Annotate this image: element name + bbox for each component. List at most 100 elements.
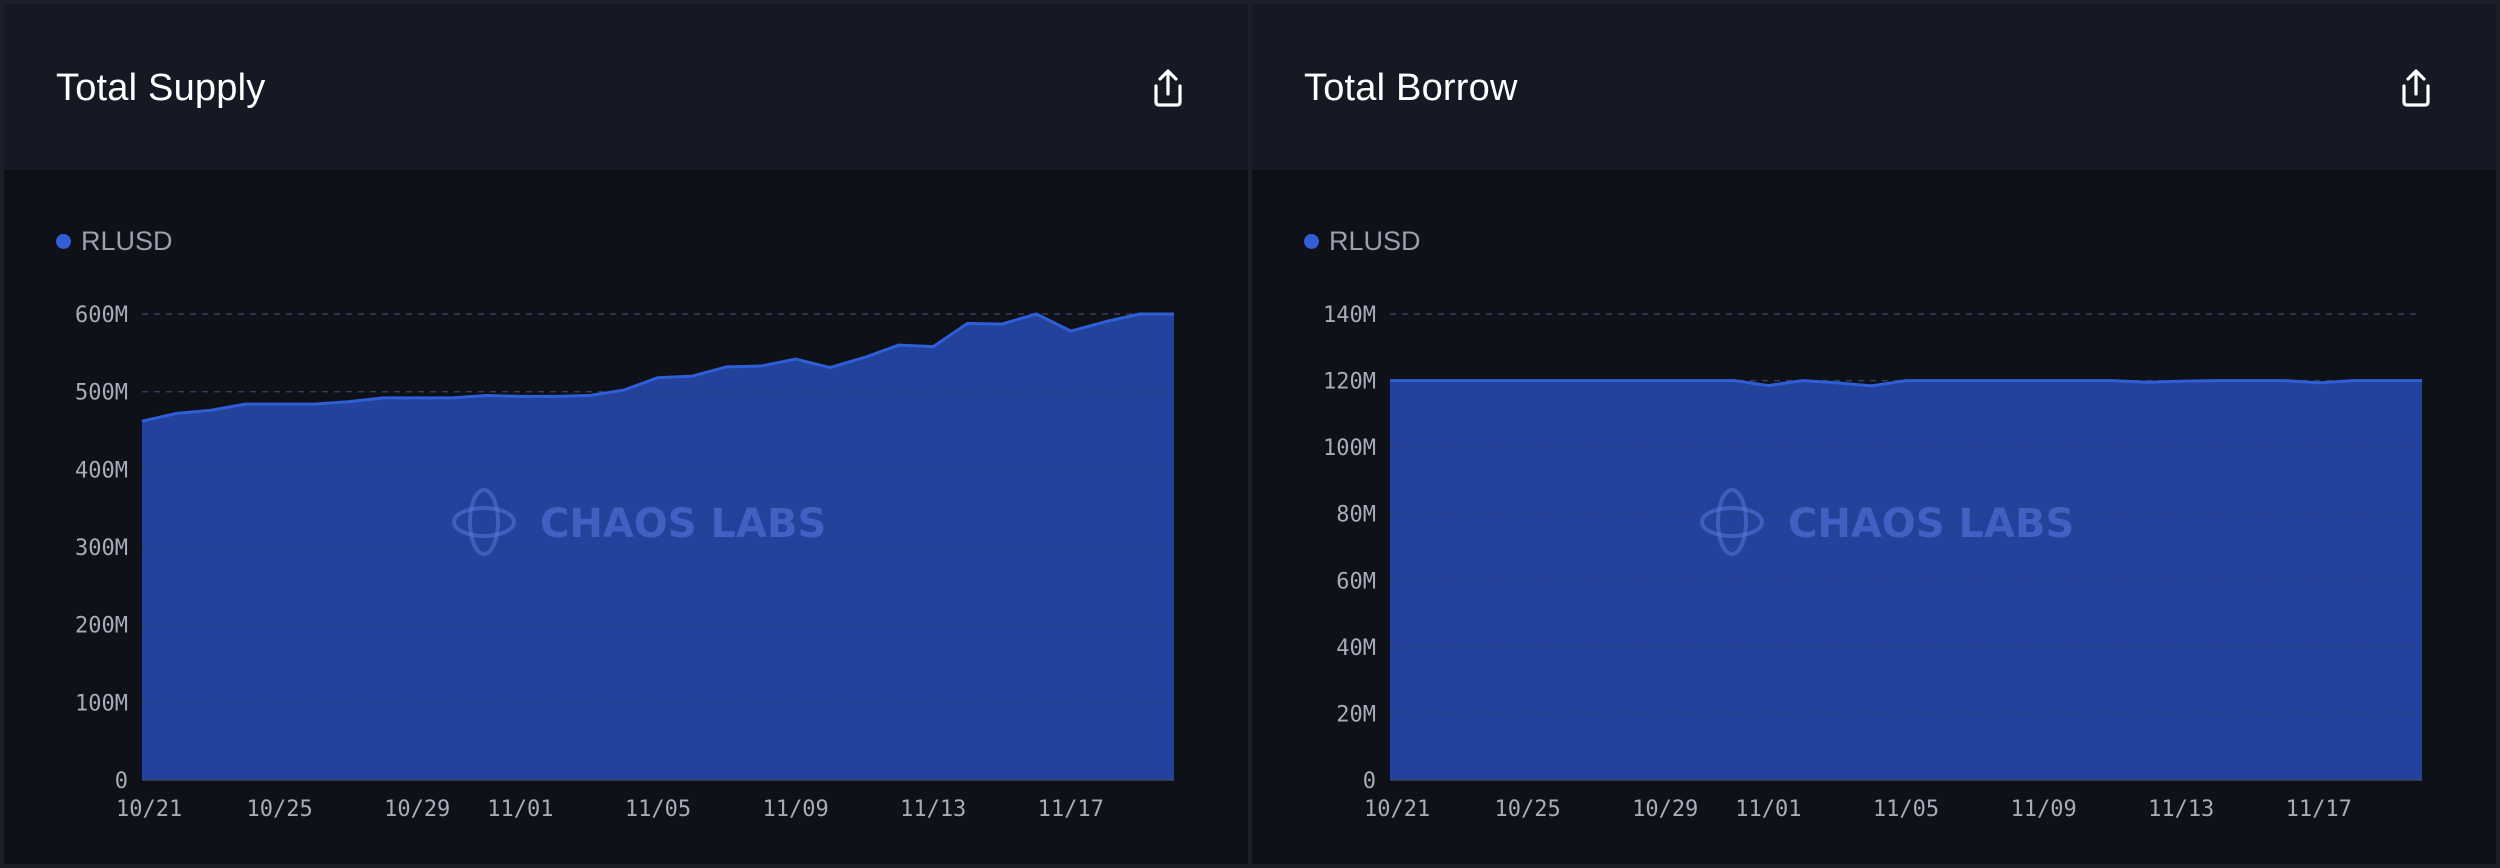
- x-tick-label: 10/25: [1494, 797, 1560, 822]
- data-point[interactable]: [2144, 379, 2150, 385]
- export-button[interactable]: [2392, 64, 2440, 112]
- y-tick-label: 80M: [1336, 503, 1376, 528]
- y-tick-label: 600M: [75, 303, 128, 328]
- data-point[interactable]: [689, 373, 695, 379]
- data-point[interactable]: [2006, 378, 2012, 384]
- data-point[interactable]: [2041, 378, 2047, 384]
- x-tick-label: 11/09: [762, 797, 828, 822]
- x-tick-label: 11/01: [487, 797, 553, 822]
- data-point[interactable]: [1068, 328, 1074, 334]
- data-point[interactable]: [242, 401, 248, 407]
- data-point[interactable]: [2075, 378, 2081, 384]
- data-point[interactable]: [2178, 378, 2184, 384]
- legend-dot: [56, 234, 71, 249]
- y-tick-label: 120M: [1323, 370, 1376, 395]
- data-point[interactable]: [724, 364, 730, 370]
- data-point[interactable]: [965, 320, 971, 326]
- data-point[interactable]: [2281, 378, 2287, 384]
- data-point[interactable]: [1903, 378, 1909, 384]
- data-point[interactable]: [2247, 378, 2253, 384]
- data-point[interactable]: [1972, 378, 1978, 384]
- data-point[interactable]: [793, 356, 799, 362]
- x-tick-label: 11/17: [2286, 797, 2352, 822]
- total-supply-chart: 0 100M 200M 300M 400M 500M 600M 10/21 10/25 10/29…: [75, 303, 1177, 822]
- data-point[interactable]: [655, 375, 661, 381]
- data-point[interactable]: [1593, 378, 1599, 384]
- y-tick-label: 20M: [1336, 702, 1376, 727]
- data-point[interactable]: [311, 401, 317, 407]
- chart-legend[interactable]: RLUSD: [56, 226, 173, 257]
- data-point[interactable]: [1628, 378, 1634, 384]
- data-point[interactable]: [861, 354, 867, 360]
- data-point[interactable]: [449, 395, 455, 401]
- data-point[interactable]: [552, 393, 558, 399]
- data-point[interactable]: [2350, 378, 2356, 384]
- chart-legend[interactable]: RLUSD: [1304, 226, 1421, 257]
- data-point[interactable]: [1171, 311, 1177, 317]
- data-point[interactable]: [758, 363, 764, 369]
- y-tick-label: 200M: [75, 614, 128, 639]
- data-point[interactable]: [483, 393, 489, 399]
- data-point[interactable]: [1525, 378, 1531, 384]
- data-point[interactable]: [2419, 378, 2425, 384]
- data-point[interactable]: [277, 401, 283, 407]
- data-point[interactable]: [517, 393, 523, 399]
- data-point[interactable]: [1033, 311, 1039, 317]
- data-point[interactable]: [2385, 378, 2391, 384]
- x-tick-label: 10/21: [116, 797, 182, 822]
- total-borrow-chart: 0 20M 40M 60M 80M 100M 120M 140M 10/21 10/25 10/29…: [1323, 303, 2425, 822]
- data-point[interactable]: [1800, 378, 1806, 384]
- data-point[interactable]: [1731, 378, 1737, 384]
- data-point[interactable]: [139, 418, 145, 424]
- y-tick-label: 300M: [75, 536, 128, 561]
- export-button[interactable]: [1144, 64, 1192, 112]
- data-point[interactable]: [380, 395, 386, 401]
- data-point[interactable]: [1662, 378, 1668, 384]
- x-tick-label: 11/09: [2010, 797, 2076, 822]
- data-point[interactable]: [1456, 378, 1462, 384]
- y-tick-label: 0: [1363, 769, 1376, 794]
- x-tick-label: 11/01: [1735, 797, 1801, 822]
- data-point[interactable]: [208, 407, 214, 413]
- x-tick-label: 11/13: [2148, 797, 2214, 822]
- data-point[interactable]: [1869, 383, 1875, 389]
- y-tick-label: 60M: [1336, 569, 1376, 594]
- data-point[interactable]: [1387, 378, 1393, 384]
- data-point[interactable]: [896, 342, 902, 348]
- data-point[interactable]: [930, 344, 936, 350]
- data-point[interactable]: [1834, 380, 1840, 386]
- share-export-icon: [2402, 69, 2430, 107]
- legend-label: RLUSD: [81, 226, 173, 256]
- data-point[interactable]: [827, 365, 833, 371]
- data-point[interactable]: [2213, 378, 2219, 384]
- data-point[interactable]: [999, 321, 1005, 327]
- data-point[interactable]: [173, 410, 179, 416]
- data-point[interactable]: [345, 399, 351, 405]
- x-tick-label: 11/05: [625, 797, 691, 822]
- y-tick-label: 140M: [1323, 303, 1376, 328]
- watermark-text: CHAOS LABS: [1788, 501, 2074, 547]
- chart-title: Total Supply: [56, 67, 266, 109]
- x-tick-label: 10/29: [384, 797, 450, 822]
- data-point[interactable]: [1490, 378, 1496, 384]
- data-point[interactable]: [1937, 378, 1943, 384]
- x-tick-label: 11/17: [1038, 797, 1104, 822]
- total-borrow-card: Total Borrow RLUSD 0 20M 40M 60M 80M 100M 120M…: [1252, 4, 2496, 864]
- data-point[interactable]: [1137, 311, 1143, 317]
- data-point[interactable]: [2109, 378, 2115, 384]
- data-point[interactable]: [586, 393, 592, 399]
- data-point[interactable]: [621, 387, 627, 393]
- data-point[interactable]: [1421, 378, 1427, 384]
- x-tick-label: 11/13: [900, 797, 966, 822]
- x-tick-label: 11/05: [1873, 797, 1939, 822]
- data-point[interactable]: [1102, 319, 1108, 325]
- data-point[interactable]: [1559, 378, 1565, 384]
- y-tick-label: 40M: [1336, 636, 1376, 661]
- data-point[interactable]: [414, 395, 420, 401]
- total-supply-card: Total Supply RLUSD 0 100M 200M 300M 400M 500M…: [4, 4, 1248, 864]
- x-tick-label: 10/29: [1632, 797, 1698, 822]
- data-point[interactable]: [1765, 383, 1771, 389]
- data-point[interactable]: [1697, 378, 1703, 384]
- data-point[interactable]: [2316, 380, 2322, 386]
